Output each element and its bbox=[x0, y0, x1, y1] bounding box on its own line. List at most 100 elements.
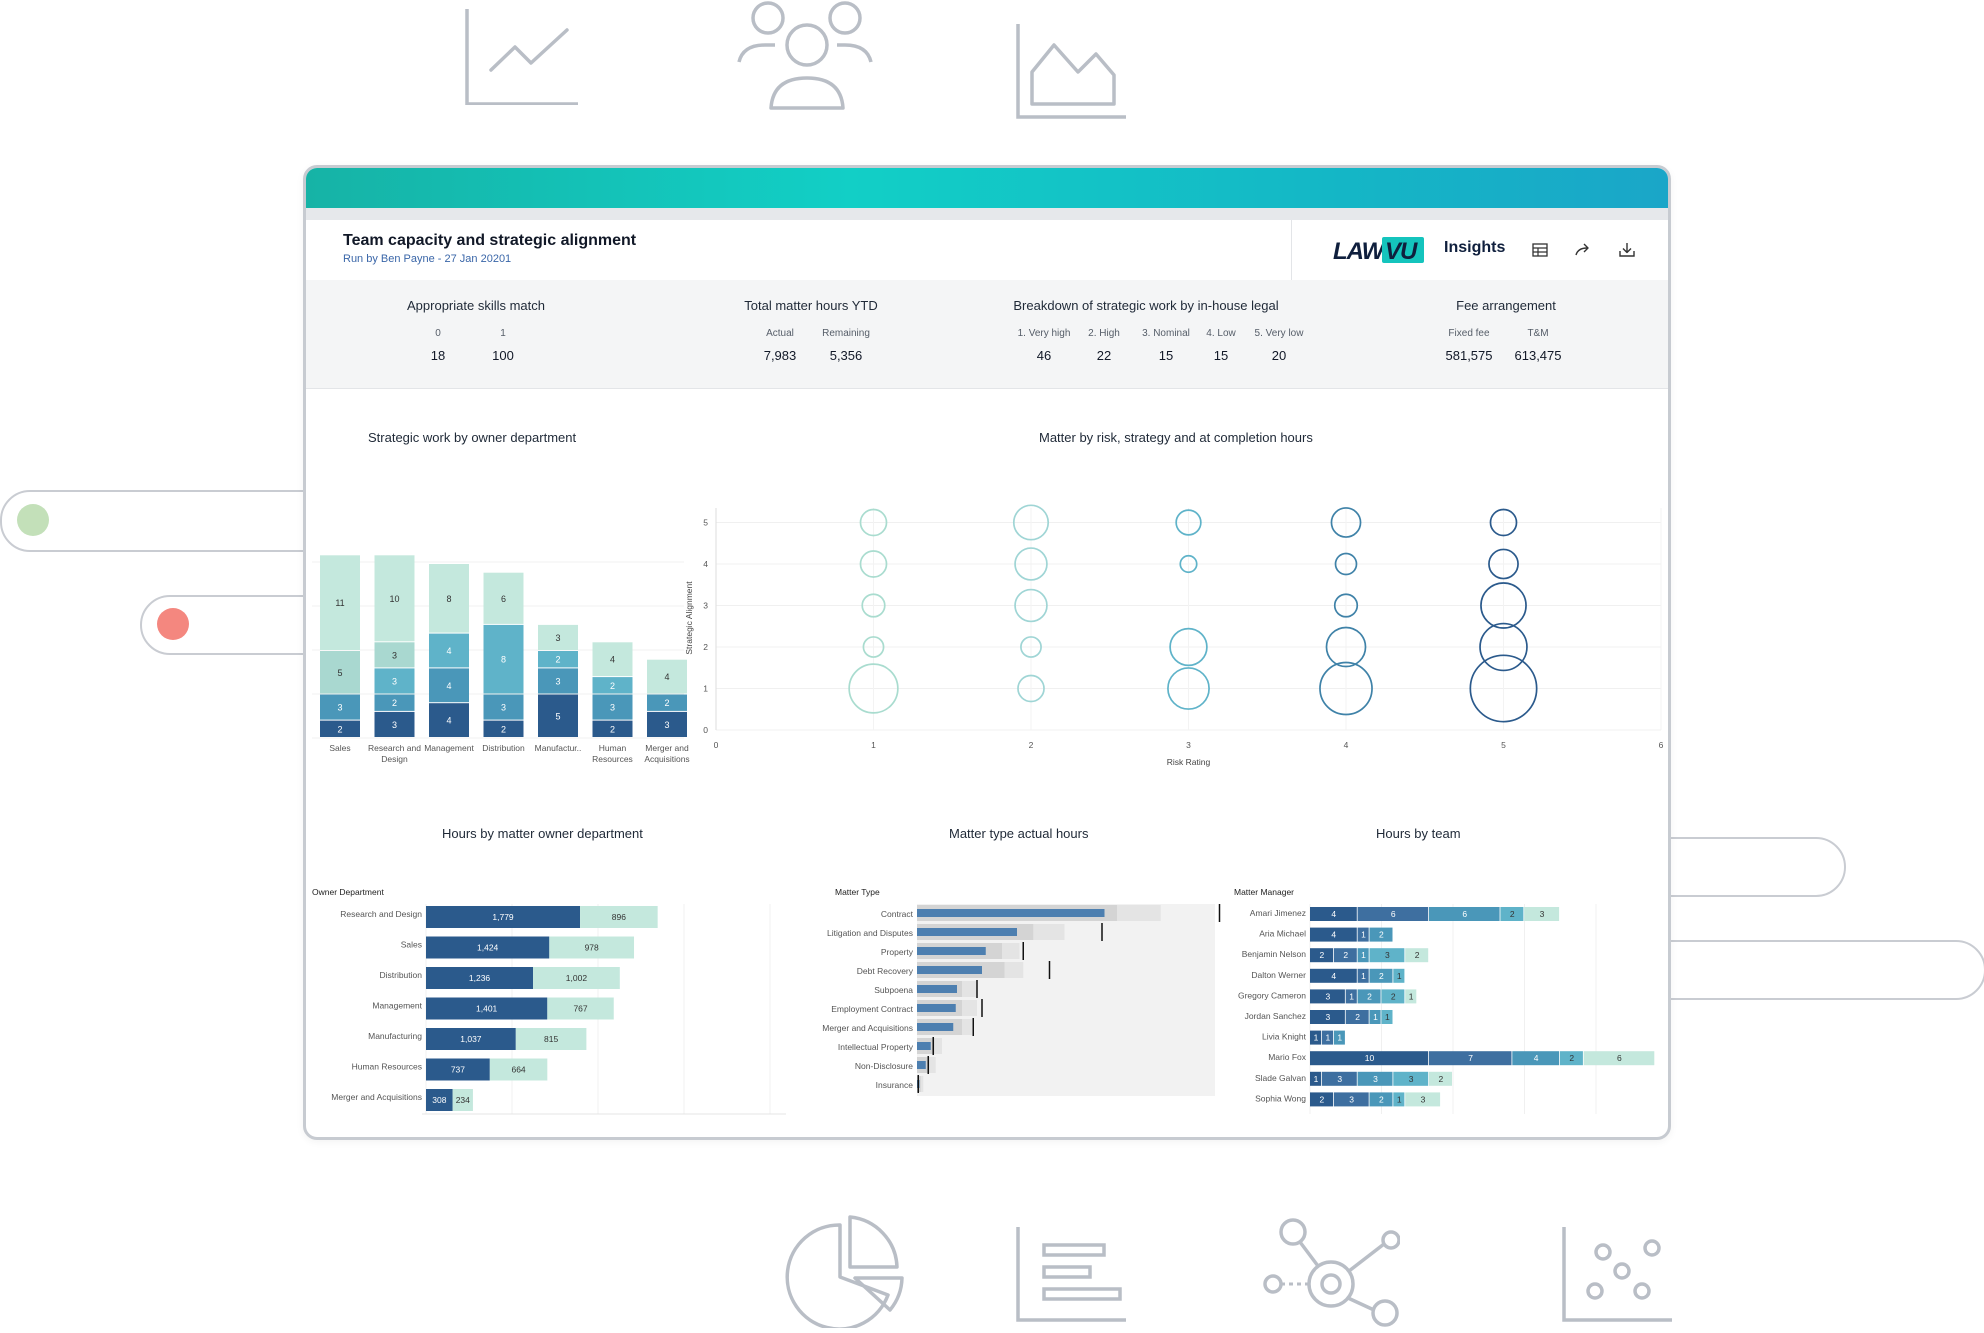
kpi-col: 1. Very high 46 bbox=[1012, 328, 1076, 363]
bar-segment bbox=[1333, 948, 1357, 963]
category-label: Aria Michael bbox=[1259, 929, 1306, 939]
decor-pill bbox=[0, 490, 344, 552]
bar-actual bbox=[917, 1061, 926, 1069]
bar-remaining bbox=[489, 1058, 548, 1081]
bar-label: 1 bbox=[1373, 1012, 1378, 1022]
bar-label: 1 bbox=[1314, 1074, 1319, 1084]
bar-segment bbox=[1559, 1051, 1583, 1066]
kpi-value: 5,356 bbox=[829, 348, 863, 363]
decor-pill bbox=[1620, 940, 1984, 1000]
dashboard-window: Team capacity and strategic alignment Ru… bbox=[303, 165, 1671, 1140]
bar-label: 3 bbox=[610, 703, 615, 713]
chart-title-hours-owner: Hours by matter owner department bbox=[442, 826, 643, 841]
bar-segment bbox=[1405, 989, 1417, 1004]
bar-actual bbox=[917, 1004, 956, 1012]
bar-actual bbox=[917, 947, 986, 955]
kpi-col: Remaining 5,356 bbox=[815, 328, 877, 363]
bar-segment bbox=[483, 624, 524, 694]
bar-segment bbox=[374, 711, 415, 737]
kpi-col: 1 100 bbox=[481, 328, 525, 363]
bar-label: 2 bbox=[610, 724, 615, 734]
bar-segment bbox=[1500, 907, 1524, 921]
category-label: Intellectual Property bbox=[838, 1042, 914, 1052]
download-button[interactable] bbox=[1617, 240, 1639, 262]
category-label: Management bbox=[424, 743, 474, 753]
bar-label: 2 bbox=[1320, 950, 1325, 960]
category-label: Acquisitions bbox=[644, 754, 689, 764]
bar-label: 2 bbox=[1367, 991, 1372, 1001]
bar-segment bbox=[483, 694, 524, 720]
bar-label: 4 bbox=[446, 681, 451, 691]
bar-label: 3 bbox=[392, 676, 397, 686]
bar-label: 2 bbox=[1391, 991, 1396, 1001]
bar-label: 6 bbox=[1617, 1053, 1622, 1063]
bar-segment bbox=[1357, 1071, 1393, 1086]
category-label: Merger and Acquisitions bbox=[822, 1023, 913, 1033]
bar-label: 3 bbox=[1349, 1094, 1354, 1104]
bubble bbox=[1334, 552, 1358, 576]
y-axis-title: Strategic Alignment bbox=[686, 581, 694, 655]
bar-segment bbox=[320, 651, 360, 694]
bar-segment bbox=[647, 711, 687, 737]
logo-vu: VU bbox=[1385, 238, 1418, 265]
bar-segment bbox=[1345, 1010, 1369, 1024]
bar-label: 3 bbox=[392, 650, 397, 660]
axis-title: Owner Department bbox=[312, 887, 384, 897]
hours-owner-chart: Owner Department Research and Design 1,779… bbox=[312, 887, 786, 1115]
table-view-button[interactable] bbox=[1530, 240, 1552, 262]
axis-title: Matter Type bbox=[835, 887, 880, 897]
bar-label: 3 bbox=[555, 676, 560, 686]
kpi-skills-match: Appropriate skills match 0 18 1 100 bbox=[376, 280, 576, 388]
bubble bbox=[1167, 667, 1210, 710]
bar-label: 1 bbox=[1385, 1012, 1390, 1022]
category-label: Distribution bbox=[482, 743, 525, 753]
bubble bbox=[859, 508, 888, 537]
pie-chart-icon bbox=[785, 1215, 910, 1328]
bar-segment bbox=[1429, 907, 1500, 921]
kpi-label: Fixed fee bbox=[1448, 328, 1490, 339]
share-icon bbox=[1575, 243, 1589, 256]
window-top-bar bbox=[306, 168, 1668, 208]
bar-segment bbox=[1357, 968, 1369, 983]
category-label: Manufacturing bbox=[368, 1031, 422, 1041]
category-label: Property bbox=[881, 947, 914, 957]
bar-segment bbox=[1310, 1010, 1345, 1024]
x-tick-label: 1 bbox=[871, 740, 876, 750]
kpi-matter-hours: Total matter hours YTD Actual 7,983 Rema… bbox=[711, 280, 911, 388]
category-label: Human Resources bbox=[352, 1062, 422, 1072]
window-band bbox=[306, 208, 1668, 220]
bar-segment bbox=[647, 659, 687, 694]
kpi-strategic-breakdown: Breakdown of strategic work by in-house … bbox=[986, 280, 1306, 388]
bar-label: 10 bbox=[389, 594, 399, 604]
bar-segment bbox=[1357, 989, 1381, 1004]
kpi-col: 4. Low 15 bbox=[1201, 328, 1241, 363]
bar-label: 3 bbox=[1421, 1094, 1426, 1104]
matter-type-chart: Matter Type Contract Litigation and Disput… bbox=[822, 887, 1221, 1096]
bar-label: 1,236 bbox=[469, 973, 491, 983]
bubble bbox=[1014, 547, 1048, 581]
bar-label: 3 bbox=[1385, 950, 1390, 960]
category-label: Livia Knight bbox=[1262, 1032, 1307, 1042]
kpi-title: Appropriate skills match bbox=[407, 298, 545, 313]
lawvu-logo: LAW VU bbox=[1332, 235, 1426, 270]
bar-label: 2 bbox=[1379, 971, 1384, 981]
share-button[interactable] bbox=[1573, 240, 1595, 262]
bar-remaining bbox=[533, 967, 620, 989]
bubble bbox=[1480, 582, 1527, 629]
category-label: Amari Jimenez bbox=[1250, 908, 1306, 918]
bar-label: 1,401 bbox=[476, 1004, 498, 1014]
kpi-col: 2. High 22 bbox=[1082, 328, 1126, 363]
bar-segment bbox=[429, 668, 469, 703]
bar-label: 2 bbox=[1355, 1012, 1360, 1022]
bar-label: 4 bbox=[664, 672, 669, 682]
bar-label: 4 bbox=[446, 716, 451, 726]
table-icon bbox=[1532, 243, 1548, 257]
bar-label: 896 bbox=[612, 912, 626, 922]
kpi-label: Remaining bbox=[822, 328, 870, 339]
bar-actual bbox=[917, 909, 1105, 917]
kpi-col: T&M 613,475 bbox=[1508, 328, 1568, 363]
bar-segment bbox=[1310, 1030, 1322, 1045]
x-tick-label: 4 bbox=[1344, 740, 1349, 750]
bar-segment bbox=[1333, 1092, 1369, 1107]
